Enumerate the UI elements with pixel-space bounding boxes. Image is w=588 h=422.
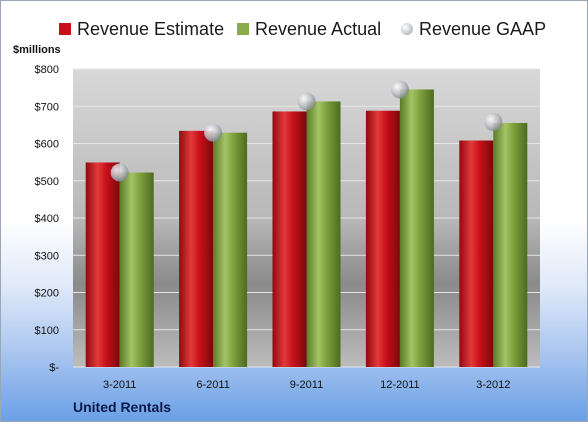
y-tick-label: $800 <box>35 64 59 76</box>
x-tick-label: 3-2011 <box>103 379 136 391</box>
x-tick-label: 12-2011 <box>380 379 420 391</box>
bar-estimate <box>365 110 400 367</box>
x-axis-ticks: 3-2011 6-2011 9-2011 12-2011 3-2012 <box>103 379 510 391</box>
y-tick-label: $- <box>49 362 59 374</box>
marker-gaap <box>110 163 129 182</box>
y-tick-label: $600 <box>35 139 59 151</box>
gaap-markers <box>110 80 503 182</box>
company-name: United Rentals <box>73 399 172 415</box>
legend-label-gaap: Revenue GAAP <box>419 18 547 39</box>
marker-gaap <box>390 80 409 99</box>
bar-actual <box>399 89 434 368</box>
legend-swatch-estimate <box>59 23 71 35</box>
y-tick-label: $300 <box>35 250 59 262</box>
legend-swatch-gaap <box>401 23 413 35</box>
legend-item-estimate: Revenue Estimate <box>59 16 224 42</box>
y-tick-label: $400 <box>35 213 59 225</box>
legend-item-gaap: Revenue GAAP <box>401 16 546 42</box>
legend-label-estimate: Revenue Estimate <box>77 18 225 39</box>
y-axis-units-label: $millions <box>13 44 61 56</box>
legend-swatch-actual <box>237 23 249 35</box>
x-tick-label: 3-2012 <box>476 379 510 391</box>
bar-estimate <box>459 140 494 367</box>
bar-actual <box>213 132 248 367</box>
bar-actual <box>493 123 528 367</box>
marker-gaap <box>484 112 503 131</box>
bar-estimate <box>272 111 307 367</box>
bar-estimate <box>179 130 214 367</box>
bars <box>85 89 528 368</box>
bar-actual <box>306 101 341 367</box>
legend-item-actual: Revenue Actual <box>237 16 381 42</box>
bar-estimate <box>85 162 120 367</box>
legend-label-actual: Revenue Actual <box>255 18 382 39</box>
y-tick-label: $200 <box>35 288 59 300</box>
x-tick-label: 9-2011 <box>290 379 323 391</box>
marker-gaap <box>297 92 316 111</box>
y-axis-ticks: $- $100 $200 $300 $400 $500 $600 $700 $800 <box>35 64 60 374</box>
x-tick-label: 6-2011 <box>196 379 229 391</box>
y-tick-label: $700 <box>35 101 59 113</box>
y-tick-label: $500 <box>35 176 59 188</box>
marker-gaap <box>204 123 223 142</box>
chart-legend: Revenue Estimate Revenue Actual Revenue … <box>1 16 587 42</box>
y-tick-label: $100 <box>35 325 59 337</box>
bar-actual <box>119 172 154 367</box>
